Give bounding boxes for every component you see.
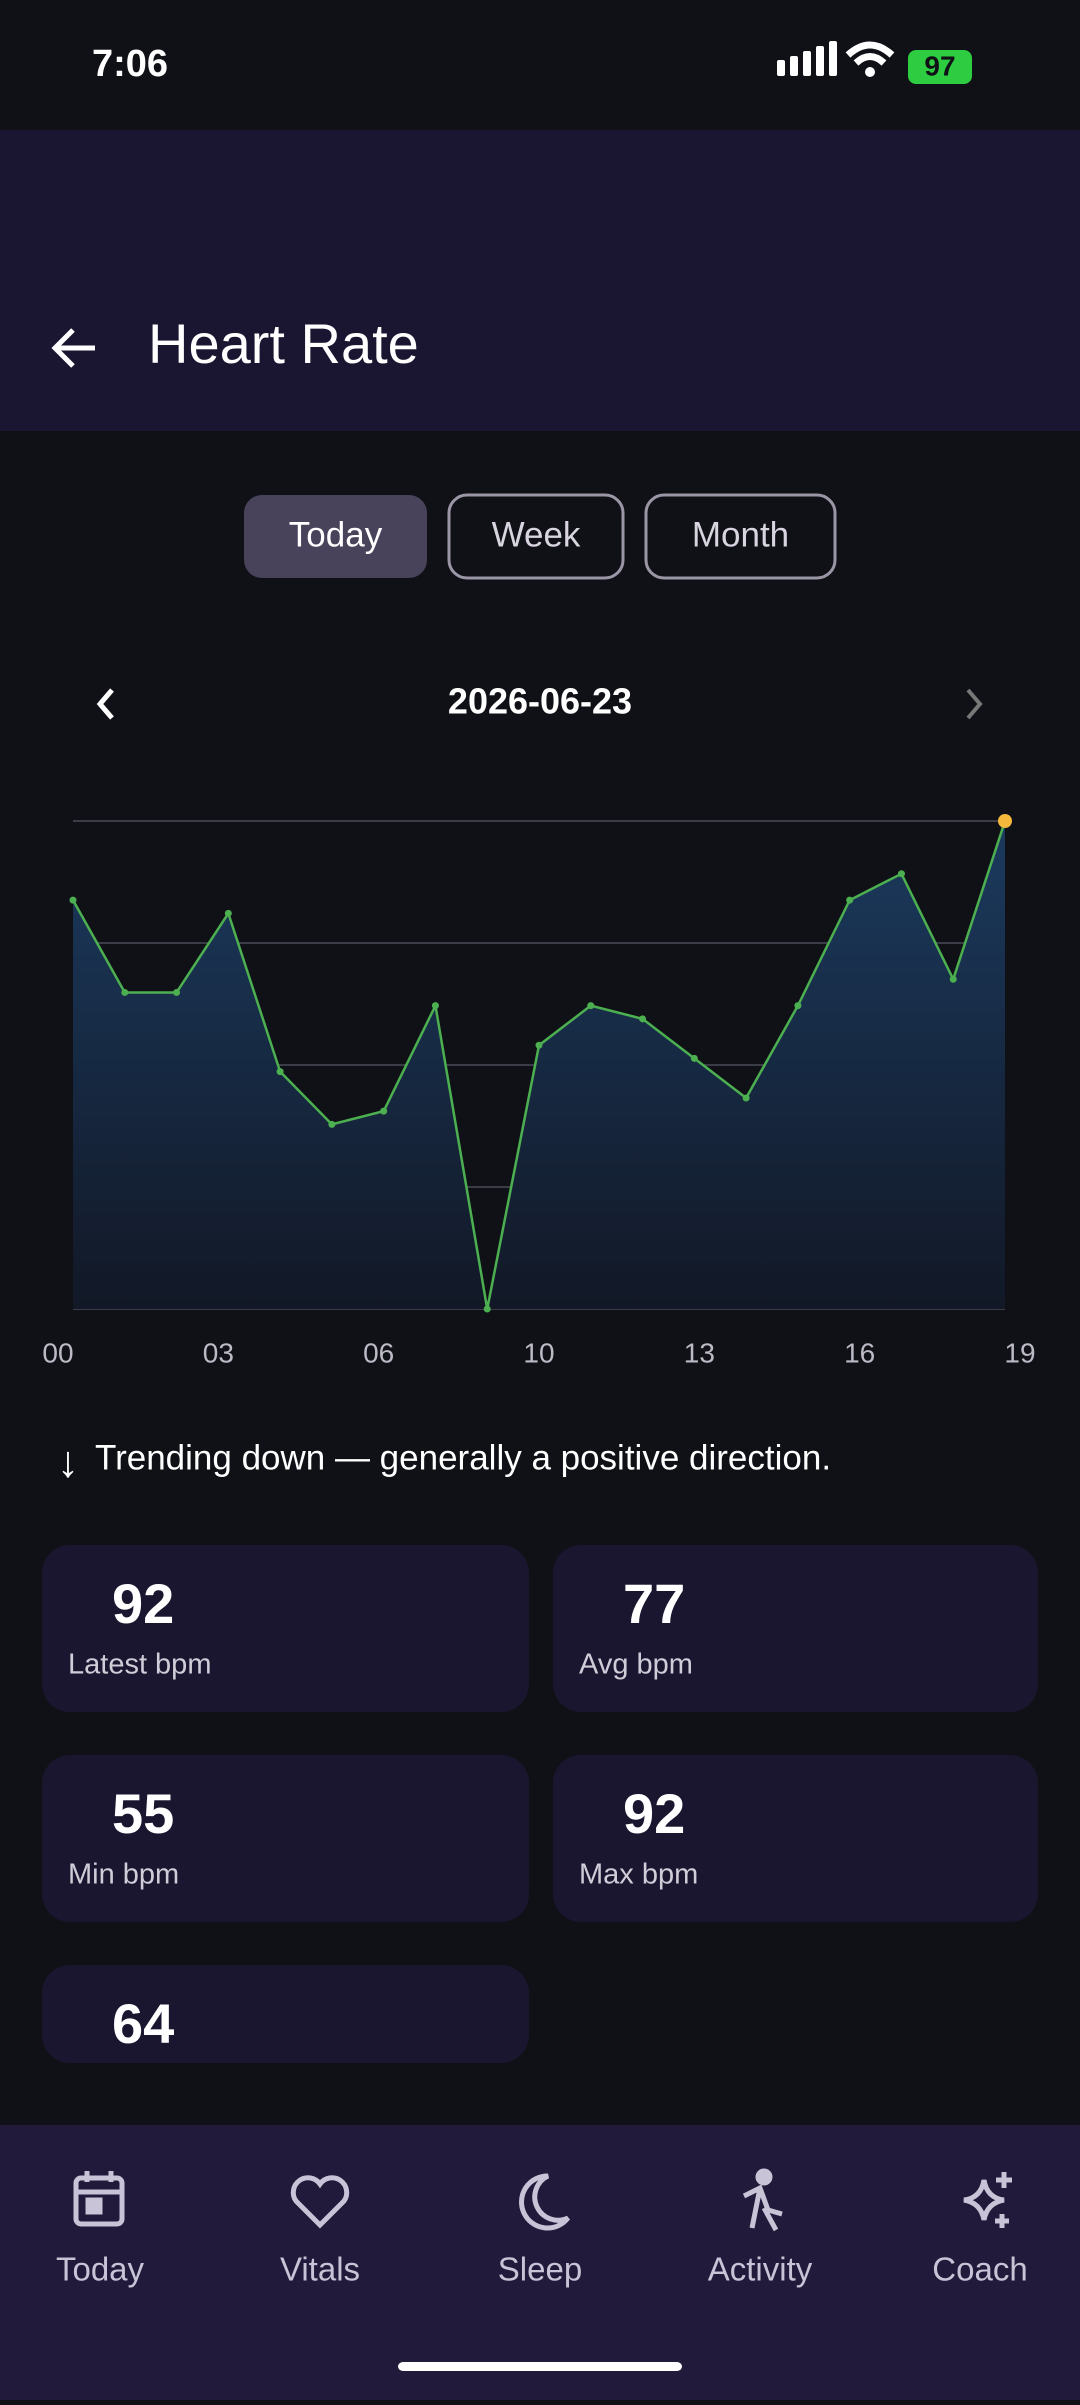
nav-icons: [73, 2168, 1012, 2232]
data-point: [69, 896, 77, 904]
screen-title: Heart Rate: [148, 312, 419, 375]
tab[interactable]: [244, 495, 427, 578]
area: [73, 821, 1005, 1309]
stat-label: Min bpm: [68, 1859, 179, 1891]
date: 2026-06-23: [448, 681, 632, 722]
data-point: [742, 1094, 750, 1102]
data-point: [328, 1120, 336, 1128]
data-point: [276, 1068, 284, 1076]
data-point: [794, 1002, 802, 1010]
next-date[interactable]: [966, 688, 983, 720]
x-tick-label: 06: [363, 1337, 394, 1368]
stat-label: Max bpm: [579, 1859, 698, 1891]
back-button[interactable]: [51, 328, 95, 368]
battery-level: 97: [924, 50, 955, 81]
nav-label[interactable]: Vitals: [280, 2251, 360, 2288]
tab[interactable]: [447, 493, 625, 580]
data-point: [535, 1041, 543, 1049]
signal: [777, 41, 837, 76]
nav-label[interactable]: Sleep: [498, 2251, 582, 2288]
stat-card: [42, 1755, 529, 1922]
data-point: [639, 1015, 647, 1023]
data-point: [483, 1305, 491, 1313]
x-tick-label: 16: [844, 1337, 875, 1368]
app-bar: [0, 130, 1080, 431]
data-point: [173, 988, 181, 996]
data-point: [380, 1107, 388, 1115]
x-tick-label: 00: [42, 1337, 73, 1368]
tab-label: Week: [492, 515, 581, 554]
nav-label[interactable]: Activity: [708, 2251, 813, 2288]
clock: 7:06: [92, 43, 168, 85]
stat-label: Avg bpm: [579, 1649, 693, 1681]
stat-value: 92: [112, 1572, 174, 1635]
stat-card: [553, 1545, 1038, 1712]
nav-label[interactable]: Today: [56, 2251, 145, 2288]
wifi: [845, 41, 895, 66]
home-indicator: [398, 2362, 682, 2371]
data-point: [846, 896, 854, 904]
trend-icon: ↓: [57, 1438, 79, 1487]
battery: [908, 50, 972, 84]
data-point: [121, 988, 129, 996]
stat-value: 64: [112, 1992, 174, 2055]
data-point: [431, 1002, 439, 1010]
trend-text: Trending down — generally a positive dir…: [95, 1438, 831, 1477]
data-point: [897, 870, 905, 878]
stat-label: Latest bpm: [68, 1649, 211, 1681]
data-point: [998, 814, 1012, 828]
stat-card: [553, 1755, 1038, 1922]
nav-label[interactable]: Coach: [932, 2251, 1027, 2288]
x-tick-label: 03: [203, 1337, 234, 1368]
x-tick-label: 19: [1004, 1337, 1035, 1368]
tab-label: Today: [289, 515, 383, 554]
stat-card: [42, 1965, 529, 2063]
stat-value: 77: [623, 1572, 685, 1635]
stat-value: 92: [623, 1782, 685, 1845]
stat-value: 55: [112, 1782, 174, 1845]
tab-label: Month: [692, 515, 789, 554]
data-point: [224, 909, 232, 917]
data-point: [587, 1002, 595, 1010]
tab[interactable]: [644, 493, 837, 580]
prev-date[interactable]: [96, 688, 114, 720]
data-point: [690, 1054, 698, 1062]
data-point: [949, 975, 957, 983]
stat-card: [42, 1545, 529, 1712]
x-tick-label: 10: [523, 1337, 554, 1368]
x-tick-label: 13: [684, 1337, 715, 1368]
bottom-nav: [0, 2125, 1080, 2400]
